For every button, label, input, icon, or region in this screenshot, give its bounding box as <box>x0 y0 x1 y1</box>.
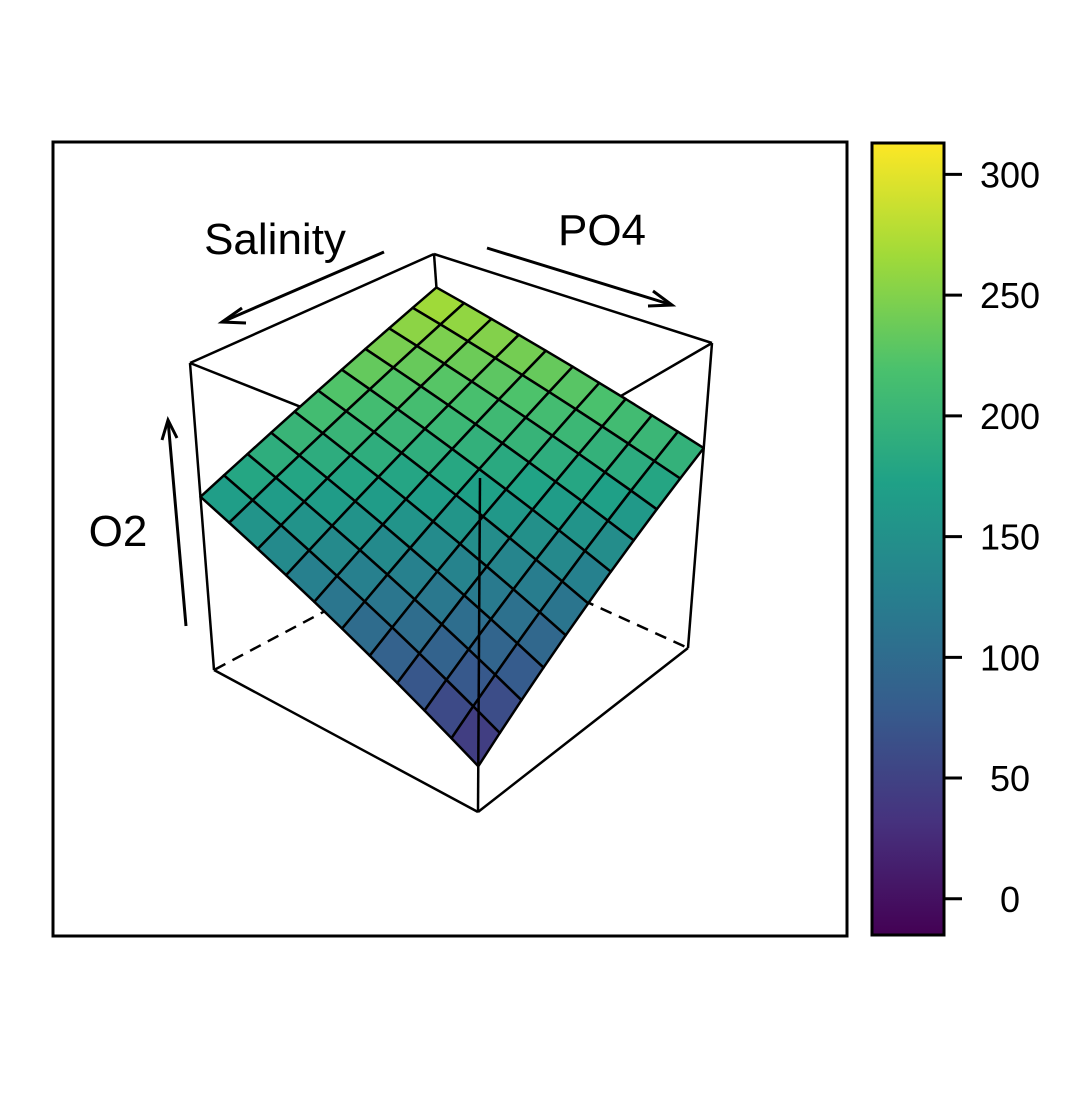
box-edge-bottom <box>477 647 689 813</box>
colorbar-tick-label: 300 <box>980 154 1040 195</box>
box-front-edges <box>213 477 689 814</box>
colorbar-tick-label: 200 <box>980 396 1040 437</box>
box-edge-vertical-front <box>476 477 482 813</box>
colorbar-tick-label: 250 <box>980 275 1040 316</box>
salinity-arrow <box>217 250 385 325</box>
po4-axis-title: PO4 <box>558 206 646 255</box>
surface-facet <box>450 705 502 768</box>
box-edge-vertical <box>686 342 714 649</box>
box-edge-top <box>189 252 435 365</box>
colorbar <box>870 141 946 937</box>
box-edge-vertical <box>188 362 216 671</box>
box-edge-top <box>433 252 713 345</box>
colorbar-tick-label: 50 <box>990 758 1030 799</box>
o2-axis-title: O2 <box>89 507 148 556</box>
colorbar-tick-label: 0 <box>1000 879 1020 920</box>
colorbar-tick-label: 150 <box>980 517 1040 558</box>
box-edge-bottom <box>213 668 479 814</box>
po4-arrow <box>486 246 677 308</box>
surface-mesh <box>199 286 705 768</box>
salinity-axis-title: Salinity <box>204 215 346 264</box>
o2-arrow <box>160 415 188 627</box>
colorbar-ticks: 0 50 100 150 200 250 300 <box>944 154 1040 920</box>
colorbar-tick-label: 100 <box>980 637 1040 678</box>
plot-frame <box>51 140 849 938</box>
